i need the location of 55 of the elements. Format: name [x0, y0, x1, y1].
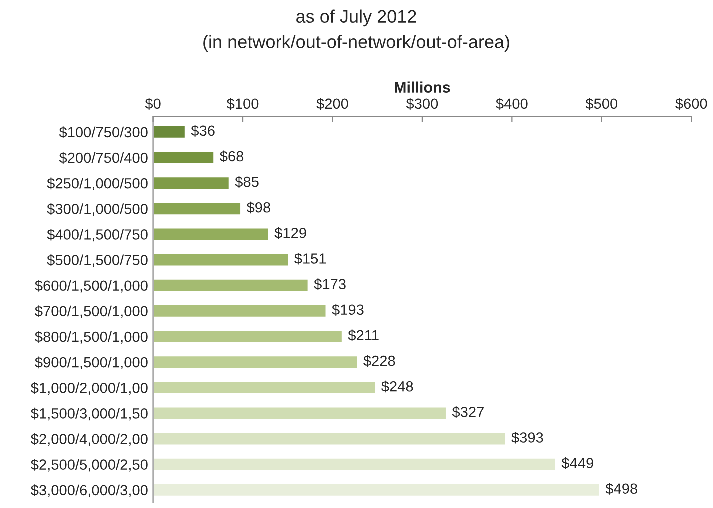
data-label: $85	[235, 176, 259, 188]
bar	[153, 406, 448, 421]
data-label: $193	[332, 304, 364, 316]
bar	[153, 278, 310, 293]
y-tick-label: $800/1,500/1,000	[35, 331, 148, 344]
bar	[153, 150, 215, 165]
y-tick-label: $3,000/6,000/3,00	[31, 484, 148, 498]
data-label: $393	[512, 432, 544, 444]
bar	[153, 483, 601, 498]
bar	[153, 176, 230, 190]
y-tick-label: $2,500/5,000/2,50	[31, 459, 148, 472]
data-label: $173	[314, 278, 346, 290]
y-tick-label: $250/1,000/500	[47, 178, 148, 190]
chart-title: as of July 2012	[296, 10, 416, 27]
x-tick-label: $300	[406, 98, 438, 110]
x-tick-label: $0	[145, 98, 161, 110]
data-label: $151	[294, 252, 326, 265]
bar	[153, 227, 270, 242]
y-tick-label: $200/750/400	[59, 152, 148, 164]
y-tick-label: $300/1,000/500	[47, 203, 148, 216]
bar	[153, 432, 507, 446]
x-tick-label: $500	[586, 98, 618, 110]
data-label: $248	[382, 380, 414, 393]
y-tick-label: $600/1,500/1,000	[35, 280, 148, 293]
data-label: $228	[364, 355, 396, 368]
bar	[153, 304, 328, 318]
y-tick-label: $2,000/4,000/2,00	[31, 433, 148, 446]
y-tick-label: $1,000/2,000/1,00	[31, 382, 148, 396]
bar	[153, 330, 344, 344]
x-tick-label: $600	[676, 98, 708, 110]
bar	[153, 202, 242, 216]
bar	[153, 380, 376, 395]
y-tick-label: $100/750/300	[59, 126, 148, 138]
data-label: $498	[606, 483, 638, 495]
data-label: $449	[562, 458, 594, 470]
y-tick-label: $900/1,500/1,000	[35, 356, 148, 370]
x-tick-label: $200	[316, 98, 348, 110]
y-tick-label: $700/1,500/1,000	[35, 306, 148, 318]
bar	[153, 125, 186, 140]
bar	[153, 355, 359, 370]
data-label: $211	[348, 330, 379, 342]
chart-subtitle: (in network/out-of-network/out-of-area)	[204, 35, 510, 52]
data-label: $327	[452, 406, 484, 418]
y-tick-label: $400/1,500/750	[47, 228, 148, 242]
data-label: $36	[191, 125, 215, 137]
y-tick-label: $1,500/3,000/1,50	[31, 408, 148, 421]
x-tick-label: $100	[226, 98, 259, 110]
data-label: $68	[220, 150, 244, 163]
data-label: $98	[246, 202, 270, 214]
data-label: $129	[274, 227, 306, 240]
y-tick-label: $500/1,500/750	[47, 254, 148, 268]
x-axis-title: Millions	[395, 82, 450, 93]
bar	[153, 457, 557, 472]
x-tick-label: $400	[496, 98, 528, 110]
bar	[153, 252, 290, 268]
